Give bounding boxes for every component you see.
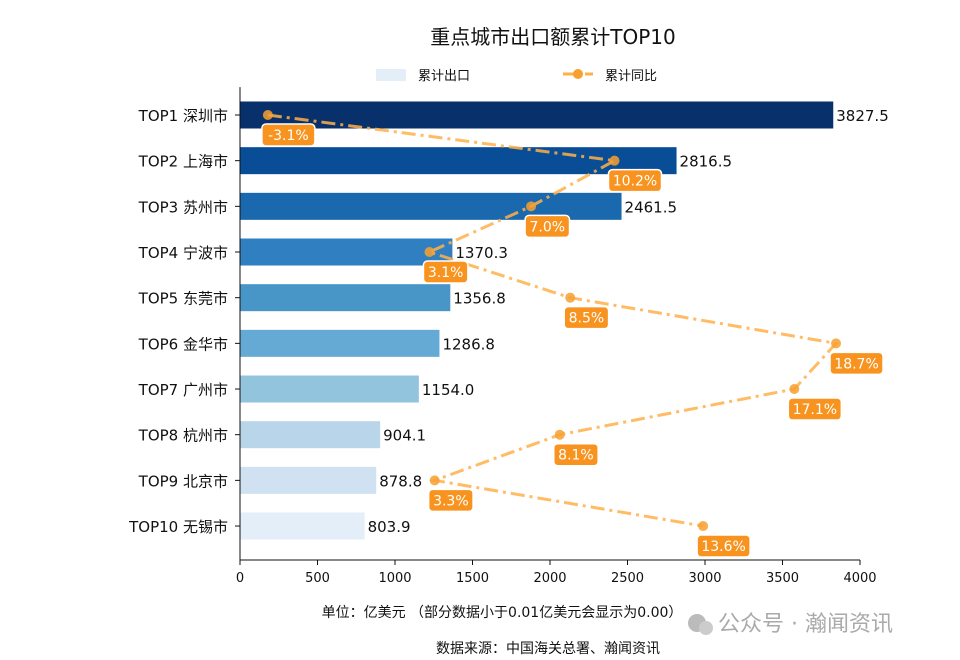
legend-swatch-bar — [376, 69, 406, 81]
yoy-marker — [698, 521, 709, 532]
yoy-label-box — [829, 351, 884, 376]
y-tick-label: TOP6 金华市 — [138, 335, 228, 353]
yoy-label: 13.6% — [701, 539, 745, 555]
yoy-label-box — [607, 168, 663, 193]
x-tick-label: 2000 — [533, 571, 566, 586]
yoy-label: 18.7% — [834, 356, 878, 372]
yoy-label-box — [427, 488, 474, 513]
chart-title: 重点城市出口额累计TOP10 — [430, 25, 675, 49]
yoy-line — [267, 113, 839, 528]
legend: 累计出口 累计同比 — [376, 69, 657, 84]
y-tick-label: TOP8 杭州市 — [138, 427, 228, 445]
yoy-marker — [554, 429, 565, 440]
bar-value-label: 2816.5 — [680, 153, 733, 171]
yoy-label-box — [696, 534, 751, 558]
bar — [240, 466, 377, 494]
y-tick-label: TOP1 深圳市 — [138, 107, 228, 125]
yoy-label: 17.1% — [793, 402, 837, 418]
legend-label-bar: 累计出口 — [418, 69, 470, 84]
x-tick-label: 0 — [236, 571, 244, 586]
bar — [240, 329, 440, 357]
bar-value-label: 803.9 — [368, 518, 411, 536]
bar-value-label: 1286.8 — [442, 335, 495, 353]
bar-value-label: 878.8 — [379, 472, 422, 490]
yoy-marker — [262, 110, 273, 120]
bar — [240, 512, 365, 540]
source-note: 数据来源：中国海关总署、瀚闻资讯 — [436, 641, 660, 657]
bar-value-label: 904.1 — [383, 427, 426, 445]
yoy-label-box — [422, 260, 469, 284]
yoy-label-box — [553, 442, 599, 467]
x-axis-label: 单位：亿美元 （部分数据小于0.01亿美元会显示为0.00） — [322, 605, 683, 621]
bar-value-label: 2461.5 — [625, 198, 678, 216]
wechat-icon-bubble — [699, 621, 713, 635]
yoy-marker — [424, 247, 435, 258]
yoy-label: 8.1% — [558, 448, 594, 464]
yoy-label: 8.5% — [569, 311, 605, 327]
yoy-marker — [831, 338, 842, 349]
watermark-text: 公众号 · 瀚闻资讯 — [718, 612, 893, 637]
bar — [240, 238, 453, 266]
yoy-marker — [565, 292, 576, 303]
bar — [240, 147, 677, 175]
bar-value-label: 1154.0 — [422, 381, 475, 399]
y-tick-label: TOP9 北京市 — [138, 472, 228, 490]
bar — [240, 375, 419, 403]
bar-value-label: 3827.5 — [836, 107, 889, 125]
yoy-label: 3.3% — [433, 493, 469, 509]
y-tick-label: TOP5 东莞市 — [138, 290, 228, 308]
yoy-label-box — [261, 123, 316, 147]
yoy-marker — [609, 155, 620, 166]
legend-label-line: 累计同比 — [605, 69, 657, 84]
yoy-marker — [429, 475, 440, 486]
bar — [240, 101, 834, 129]
yoy-marker — [789, 384, 800, 395]
bar-value-label: 1370.3 — [455, 244, 508, 262]
y-tick-label: TOP3 苏州市 — [138, 198, 228, 216]
y-tick-label: TOP4 宁波市 — [138, 244, 228, 262]
bar — [240, 284, 451, 312]
x-tick-label: 2500 — [611, 571, 644, 586]
x-tick-label: 1000 — [378, 571, 411, 586]
x-tick-label: 1500 — [456, 571, 489, 586]
yoy-label: 7.0% — [530, 219, 566, 235]
yoy-label: -3.1% — [268, 128, 309, 144]
y-tick-label: TOP10 无锡市 — [128, 518, 228, 536]
x-tick-label: 3000 — [688, 571, 721, 586]
x-tick-label: 500 — [305, 571, 330, 586]
x-tick-label: 3500 — [766, 571, 799, 586]
yoy-label-box — [787, 397, 843, 421]
yoy-label: 10.2% — [613, 174, 657, 190]
legend-marker — [573, 69, 583, 79]
yoy-label-box — [524, 214, 571, 239]
bar-value-label: 1356.8 — [453, 290, 506, 308]
y-tick-label: TOP2 上海市 — [138, 153, 228, 171]
yoy-label-box — [563, 305, 610, 330]
watermark: 公众号 · 瀚闻资讯 — [688, 612, 893, 637]
yoy-label: 3.1% — [428, 265, 464, 281]
y-tick-label: TOP7 广州市 — [138, 381, 228, 399]
yoy-marker — [526, 201, 537, 212]
x-tick-label: 4000 — [843, 571, 876, 586]
bar — [240, 421, 381, 449]
